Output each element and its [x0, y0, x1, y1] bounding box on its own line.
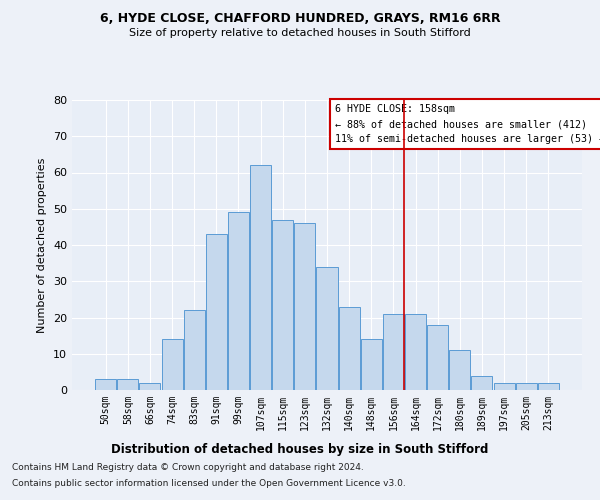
Y-axis label: Number of detached properties: Number of detached properties — [37, 158, 47, 332]
Bar — [139, 383, 160, 390]
Bar — [316, 267, 338, 390]
Text: Distribution of detached houses by size in South Stifford: Distribution of detached houses by size … — [112, 442, 488, 456]
Text: Size of property relative to detached houses in South Stifford: Size of property relative to detached ho… — [129, 28, 471, 38]
Text: 6, HYDE CLOSE, CHAFFORD HUNDRED, GRAYS, RM16 6RR: 6, HYDE CLOSE, CHAFFORD HUNDRED, GRAYS, … — [100, 12, 500, 26]
Bar — [272, 220, 293, 390]
Bar — [161, 339, 182, 390]
Text: Contains public sector information licensed under the Open Government Licence v3: Contains public sector information licen… — [12, 478, 406, 488]
Text: 6 HYDE CLOSE: 158sqm
← 88% of detached houses are smaller (412)
11% of semi-deta: 6 HYDE CLOSE: 158sqm ← 88% of detached h… — [335, 104, 600, 144]
Bar — [383, 314, 404, 390]
Bar — [361, 339, 382, 390]
Bar — [295, 223, 316, 390]
Bar — [515, 383, 536, 390]
Bar — [338, 306, 359, 390]
Bar — [449, 350, 470, 390]
Bar — [95, 379, 116, 390]
Bar — [250, 165, 271, 390]
Bar — [538, 383, 559, 390]
Text: Contains HM Land Registry data © Crown copyright and database right 2024.: Contains HM Land Registry data © Crown c… — [12, 464, 364, 472]
Bar — [472, 376, 493, 390]
Bar — [228, 212, 249, 390]
Bar — [206, 234, 227, 390]
Bar — [184, 310, 205, 390]
Bar — [405, 314, 426, 390]
Bar — [494, 383, 515, 390]
Bar — [427, 325, 448, 390]
Bar — [118, 379, 139, 390]
